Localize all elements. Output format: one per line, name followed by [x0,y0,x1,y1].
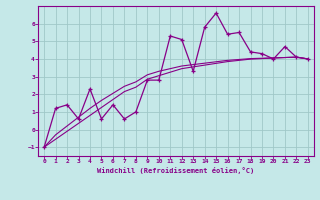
X-axis label: Windchill (Refroidissement éolien,°C): Windchill (Refroidissement éolien,°C) [97,167,255,174]
